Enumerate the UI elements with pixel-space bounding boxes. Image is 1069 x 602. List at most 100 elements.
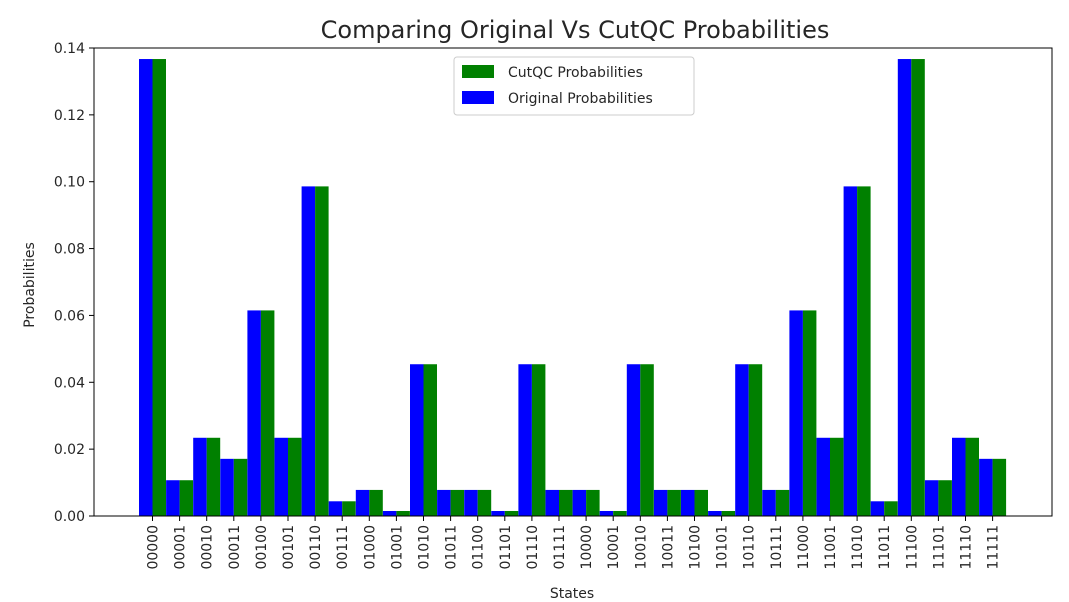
- bar-original-01001: [382, 510, 397, 516]
- bar-cutqc-11111: [992, 458, 1007, 516]
- legend-label-original: Original Probabilities: [508, 91, 653, 107]
- x-tick-label: 10100: [688, 525, 704, 570]
- bar-cutqc-00001: [179, 480, 194, 516]
- bar-cutqc-00111: [342, 501, 356, 516]
- bar-cutqc-01101: [504, 510, 519, 516]
- bar-cutqc-01010: [423, 364, 437, 516]
- x-tick-label: 10110: [742, 525, 758, 570]
- bar-original-11101: [924, 480, 939, 516]
- bar-cutqc-11000: [802, 310, 817, 516]
- bar-cutqc-11100: [911, 59, 925, 516]
- x-tick-label: 01011: [444, 525, 460, 570]
- bar-cutqc-00010: [206, 437, 221, 516]
- y-tick-label: 0.00: [54, 509, 85, 525]
- y-axis-ticks: 0.00 0.02 0.04 0.06 0.08 0.10 0.12 0.14: [54, 41, 94, 525]
- bar-original-00000: [139, 59, 153, 516]
- bar-cutqc-10100: [694, 489, 708, 516]
- chart-title: Comparing Original Vs CutQC Probabilitie…: [321, 16, 830, 44]
- x-tick-label: 00111: [335, 525, 351, 570]
- x-tick-label: 00000: [146, 525, 162, 570]
- legend-swatch-cutqc: [462, 65, 494, 78]
- bar-cutqc-10010: [640, 364, 654, 516]
- bars-group: [139, 59, 1007, 516]
- bar-cutqc-11010: [857, 186, 871, 516]
- bar-original-00111: [328, 501, 343, 516]
- x-tick-label: 00110: [308, 525, 324, 570]
- bar-original-00001: [166, 480, 180, 516]
- bar-cutqc-01111: [559, 489, 573, 516]
- bar-original-10110: [735, 364, 749, 516]
- bar-original-10010: [626, 364, 641, 516]
- x-tick-label: 11111: [986, 525, 1002, 570]
- x-tick-label: 01000: [362, 525, 378, 570]
- bar-original-00011: [220, 458, 234, 516]
- y-tick-label: 0.12: [54, 108, 85, 124]
- legend-box: [453, 56, 695, 116]
- x-tick-label: 11010: [850, 525, 866, 570]
- bar-cutqc-10110: [748, 364, 763, 516]
- bar-cutqc-00110: [315, 186, 329, 516]
- x-axis-ticks: 00000 00001 00010 00011 00100 00101 00110 00111…: [146, 516, 1002, 570]
- x-tick-label: 11001: [823, 525, 839, 570]
- bar-original-01100: [464, 489, 478, 516]
- bar-cutqc-10011: [667, 489, 681, 516]
- y-axis-label: Probabilities: [22, 242, 38, 328]
- bar-cutqc-01110: [531, 364, 546, 516]
- bar-cutqc-11001: [830, 437, 844, 516]
- bar-original-00100: [247, 310, 261, 516]
- bar-original-00101: [274, 437, 288, 516]
- bar-original-11110: [952, 437, 966, 516]
- bar-original-10101: [708, 510, 722, 516]
- x-axis-label: States: [550, 586, 594, 602]
- x-tick-label: 01110: [525, 525, 541, 570]
- bar-cutqc-10101: [721, 510, 736, 516]
- bar-original-10011: [653, 489, 668, 516]
- x-tick-label: 10011: [660, 525, 676, 570]
- bar-cutqc-00100: [260, 310, 275, 516]
- bar-cutqc-11011: [884, 501, 898, 516]
- x-tick-label: 01101: [498, 525, 514, 570]
- y-tick-label: 0.14: [54, 41, 85, 57]
- bar-cutqc-10111: [775, 489, 790, 516]
- bar-cutqc-11110: [965, 437, 979, 516]
- legend-swatch-original: [462, 91, 494, 104]
- x-tick-label: 00101: [281, 525, 297, 570]
- bar-original-10001: [599, 510, 614, 516]
- bar-original-01110: [518, 364, 532, 516]
- x-tick-label: 00100: [254, 525, 270, 570]
- y-tick-label: 0.08: [54, 242, 85, 258]
- x-tick-label: 11101: [931, 525, 947, 570]
- bar-cutqc-00000: [152, 59, 166, 516]
- x-tick-label: 11100: [904, 525, 920, 570]
- bar-cutqc-01001: [396, 510, 410, 516]
- x-tick-label: 00001: [173, 525, 189, 570]
- x-tick-label: 10000: [579, 525, 595, 570]
- x-tick-label: 01001: [389, 525, 405, 570]
- bar-cutqc-10000: [586, 489, 600, 516]
- plot-frame: [93, 47, 1053, 517]
- bar-cutqc-10001: [613, 510, 627, 516]
- bar-original-00010: [193, 437, 207, 516]
- x-tick-label: 11000: [796, 525, 812, 570]
- x-tick-label: 10001: [606, 525, 622, 570]
- y-tick-label: 0.04: [54, 375, 85, 391]
- x-tick-label: 10101: [715, 525, 731, 570]
- bar-cutqc-01000: [369, 489, 383, 516]
- bar-original-01011: [437, 489, 451, 516]
- y-tick-label: 0.10: [54, 175, 85, 191]
- x-tick-label: 01111: [552, 525, 568, 570]
- bar-cutqc-11101: [938, 480, 952, 516]
- x-tick-label: 01010: [417, 525, 433, 570]
- x-tick-label: 11011: [877, 525, 893, 570]
- y-tick-label: 0.06: [54, 308, 85, 324]
- bar-cutqc-00101: [288, 437, 302, 516]
- legend: CutQC Probabilities Original Probabiliti…: [453, 56, 695, 116]
- x-tick-label: 01100: [471, 525, 487, 570]
- bar-original-11111: [979, 458, 993, 516]
- x-tick-label: 10010: [633, 525, 649, 570]
- bar-original-10000: [572, 489, 587, 516]
- bar-original-11011: [870, 501, 885, 516]
- x-tick-label: 00010: [200, 525, 216, 570]
- bar-original-11000: [789, 310, 803, 516]
